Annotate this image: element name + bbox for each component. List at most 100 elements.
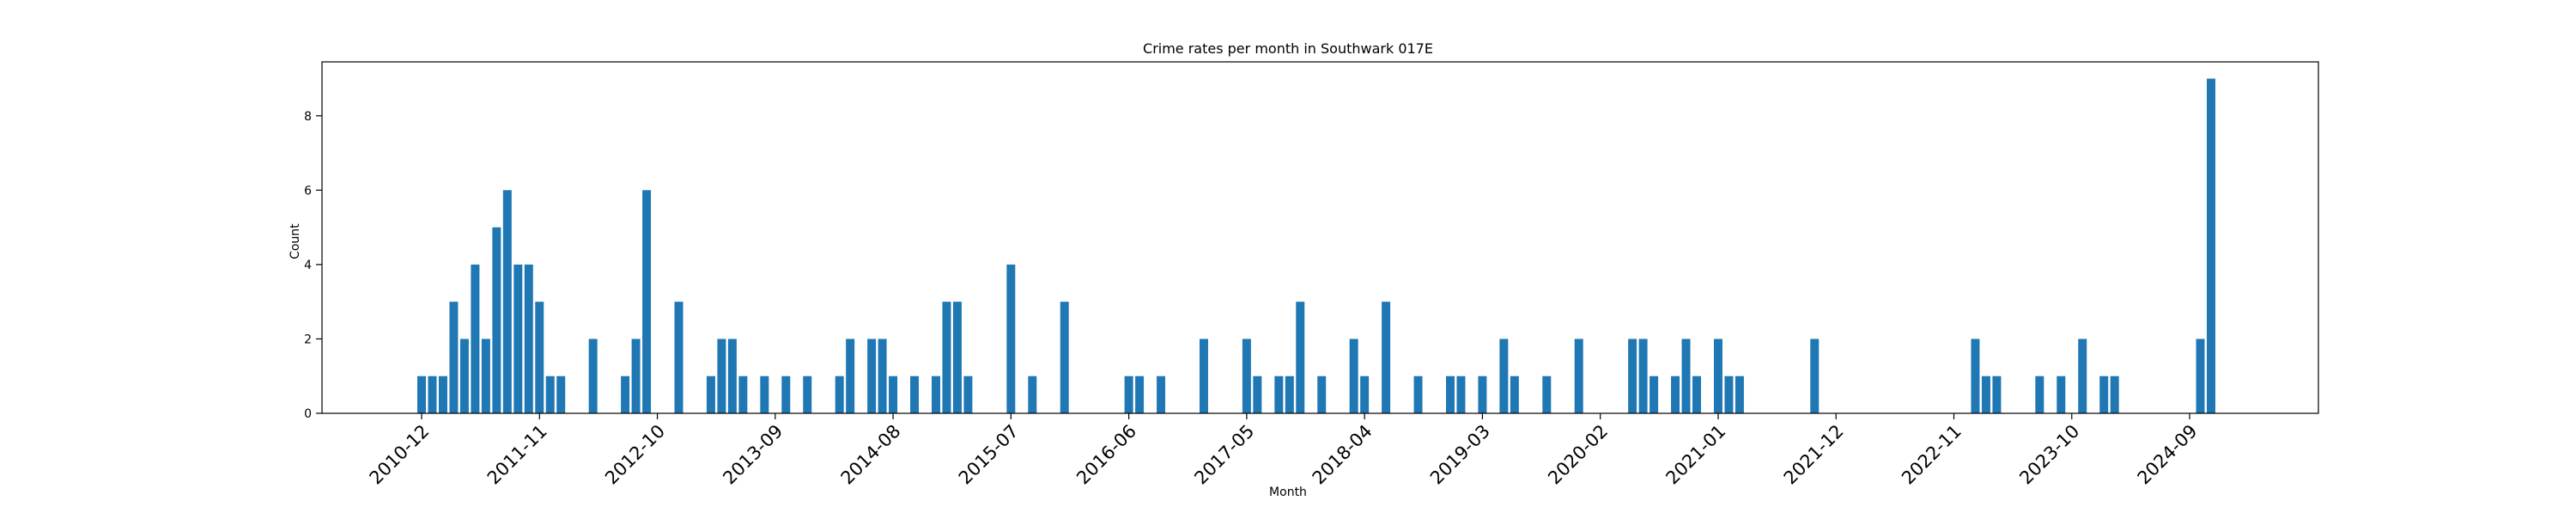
bar-2018-04 <box>1360 376 1370 413</box>
plot-frame <box>321 61 2319 414</box>
bar-2012-08 <box>631 339 641 413</box>
bar-2011-11 <box>535 302 544 413</box>
bar-2024-11 <box>2207 78 2215 413</box>
bar-2017-01 <box>1199 339 1208 413</box>
bar-2011-10 <box>524 264 533 413</box>
bar-2011-07 <box>492 227 501 413</box>
bar-2013-06 <box>738 376 748 413</box>
bar-2012-04 <box>588 339 598 413</box>
bar-2012-01 <box>556 376 566 413</box>
x-axis-label: Month <box>1269 485 1307 499</box>
bar-2017-06 <box>1253 376 1262 413</box>
bar-2017-09 <box>1285 376 1294 413</box>
bar-2019-09 <box>1542 376 1552 413</box>
bar-2011-02 <box>438 376 447 413</box>
bar-2017-08 <box>1274 376 1284 413</box>
y-tick-label-8: 8 <box>304 110 312 124</box>
bar-2020-09 <box>1671 376 1680 413</box>
bar-2019-06 <box>1510 376 1519 413</box>
bar-2013-12 <box>803 376 812 413</box>
x-tick-label-2021-12: 2021-12 <box>1780 421 1848 489</box>
bar-2011-09 <box>513 264 523 413</box>
y-tick-label-4: 4 <box>304 259 312 272</box>
bar-2020-07 <box>1649 376 1659 413</box>
bar-2018-09 <box>1413 376 1423 413</box>
bar-2020-06 <box>1638 339 1648 413</box>
bar-2014-06 <box>867 339 877 413</box>
bar-2015-12 <box>1060 302 1069 413</box>
bar-2013-05 <box>727 339 737 413</box>
bar-2019-03 <box>1478 376 1487 413</box>
bar-2013-03 <box>706 376 715 413</box>
bar-2014-03 <box>835 376 844 413</box>
x-tick-label-2014-08: 2014-08 <box>837 421 905 489</box>
bar-2023-07 <box>2035 376 2044 413</box>
x-tick-label-2021-01: 2021-01 <box>1662 421 1729 489</box>
bar-2011-05 <box>471 264 480 413</box>
bar-2015-09 <box>1028 376 1037 413</box>
bar-2014-12 <box>932 376 940 413</box>
bar-2015-03 <box>963 376 973 413</box>
bar-2011-04 <box>459 339 469 413</box>
bars-layer <box>417 78 2215 413</box>
x-tick-label-2012-10: 2012-10 <box>601 421 669 489</box>
bar-2023-11 <box>2078 339 2087 413</box>
bar-2014-10 <box>910 376 920 413</box>
bar-2023-01 <box>1971 339 1980 413</box>
bar-2014-08 <box>889 376 898 413</box>
bar-2016-09 <box>1157 376 1166 413</box>
bar-2021-10 <box>1810 339 1820 413</box>
bar-2024-10 <box>2196 339 2205 413</box>
x-ticks-layer: 2010-12 2011-11 2012-10 2013-09 2014-08 2015-… <box>366 413 2202 489</box>
bar-2013-04 <box>717 339 726 413</box>
x-tick-label-2011-11: 2011-11 <box>483 421 551 489</box>
bar-2023-03 <box>1992 376 2002 413</box>
bar-2015-01 <box>942 302 951 413</box>
y-ticks-layer: 0 2 4 6 8 <box>304 110 322 421</box>
bar-2012-12 <box>674 302 683 413</box>
bar-2020-11 <box>1692 376 1701 413</box>
bar-2011-01 <box>428 376 437 413</box>
bar-2020-10 <box>1681 339 1691 413</box>
bar-2011-12 <box>545 376 555 413</box>
x-tick-label-2010-12: 2010-12 <box>366 421 434 489</box>
bar-2018-06 <box>1382 302 1391 413</box>
bar-2016-06 <box>1124 376 1133 413</box>
x-tick-label-2016-06: 2016-06 <box>1072 421 1140 489</box>
chart-title: Crime rates per month in Southwark 017E <box>1143 40 1433 57</box>
bar-2013-08 <box>760 376 769 413</box>
y-axis-label: Count <box>289 223 302 260</box>
bar-2017-10 <box>1296 302 1305 413</box>
bar-2017-12 <box>1317 376 1327 413</box>
y-tick-label-2: 2 <box>304 333 312 346</box>
x-tick-label-2018-04: 2018-04 <box>1309 421 1376 489</box>
x-tick-label-2022-11: 2022-11 <box>1898 421 1965 489</box>
bar-2023-02 <box>1981 376 1990 413</box>
bar-2013-10 <box>781 376 791 413</box>
bar-2014-04 <box>846 339 855 413</box>
x-tick-label-2017-05: 2017-05 <box>1190 421 1258 489</box>
bar-2011-03 <box>449 302 459 413</box>
y-tick-label-6: 6 <box>304 184 312 198</box>
bar-2012-07 <box>621 376 630 413</box>
bar-2018-12 <box>1446 376 1455 413</box>
bar-2019-01 <box>1456 376 1466 413</box>
bar-2021-02 <box>1724 376 1734 413</box>
bar-2015-02 <box>952 302 962 413</box>
bar-2020-05 <box>1628 339 1637 413</box>
bar-2024-01 <box>2099 376 2109 413</box>
bar-2019-05 <box>1499 339 1509 413</box>
x-tick-label-2024-09: 2024-09 <box>2134 421 2202 489</box>
bar-2021-03 <box>1735 376 1744 413</box>
bar-2024-02 <box>2110 376 2119 413</box>
x-tick-label-2020-02: 2020-02 <box>1544 421 1612 489</box>
x-tick-label-2023-10: 2023-10 <box>2015 421 2083 489</box>
bar-2016-07 <box>1135 376 1145 413</box>
bar-2011-06 <box>481 339 490 413</box>
y-tick-label-0: 0 <box>304 407 312 421</box>
bar-2014-07 <box>878 339 887 413</box>
bar-2021-01 <box>1713 339 1722 413</box>
bar-2011-08 <box>502 190 512 413</box>
